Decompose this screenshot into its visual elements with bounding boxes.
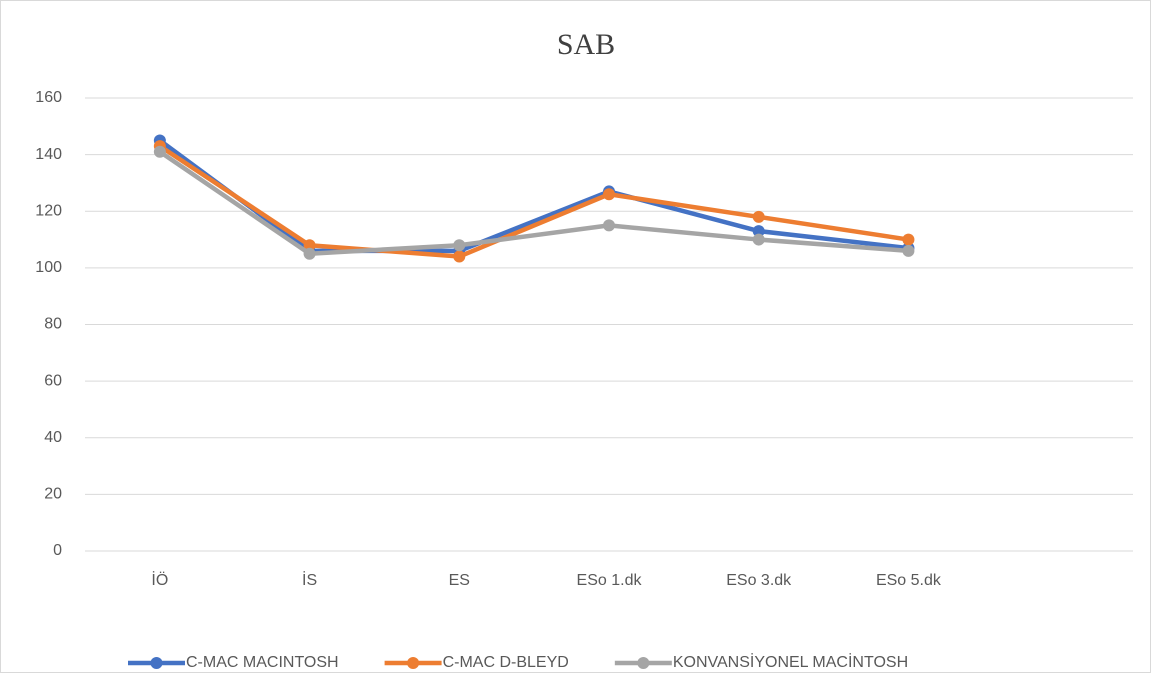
x-tick-label: ESo 5.dk [876,572,942,589]
x-tick-label: ES [449,572,470,589]
point [303,247,316,260]
point [303,239,316,252]
legend-label: C-MAC MACINTOSH [186,654,339,671]
point [752,225,765,238]
point [902,244,915,257]
legend-label: KONVANSİYONEL MACİNTOSH [673,652,908,671]
point [752,210,765,223]
y-tick-label: 160 [35,89,62,106]
point [453,239,466,252]
point [153,145,166,158]
series-line [158,138,909,254]
point [752,233,765,246]
point [603,219,615,232]
legend-label: C-MAC D-BLEYD [443,654,569,671]
y-tick-label: 140 [35,146,62,163]
point [902,233,915,246]
legend-marker [407,657,420,669]
x-tick-label: İS [302,570,317,589]
legend-marker [637,657,650,669]
y-tick-label: 20 [44,486,62,503]
y-tick-label: 120 [35,202,62,219]
y-tick-label: 0 [53,542,62,559]
y-tick-label: 80 [44,316,62,333]
series-line [158,149,909,256]
y-tick-label: 40 [44,429,62,446]
series-line [158,144,909,259]
y-tick-label: 60 [44,372,62,389]
chart-title: SAB [557,28,615,61]
x-tick-label: ESo 1.dk [577,572,643,589]
point [603,188,615,201]
x-tick-label: ESo 3.dk [726,572,792,589]
point [453,250,466,263]
x-tick-label: İÖ [151,570,168,589]
y-tick-label: 100 [35,259,62,276]
legend-marker [150,657,163,669]
